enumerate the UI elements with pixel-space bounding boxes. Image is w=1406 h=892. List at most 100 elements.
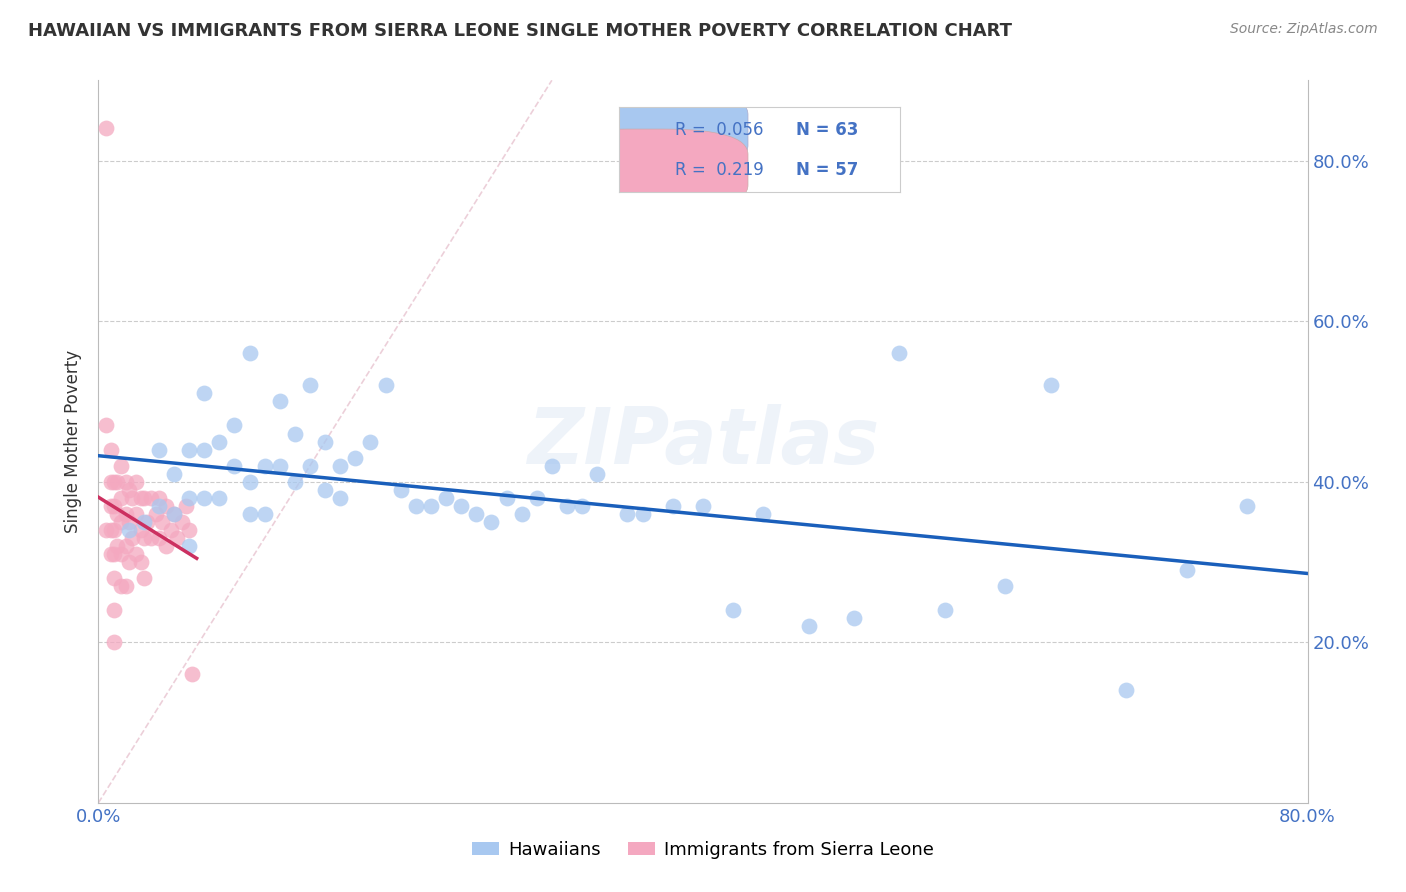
Text: ZIPatlas: ZIPatlas [527,403,879,480]
Point [181,667,204,681]
Point [103,523,125,537]
Point [121,491,143,505]
Point [179,442,201,457]
Point [344,450,367,465]
Point [103,571,125,585]
Legend: Hawaiians, Immigrants from Sierra Leone: Hawaiians, Immigrants from Sierra Leone [465,834,941,866]
Point [269,394,291,409]
Point [314,483,336,497]
Point [239,507,262,521]
Point [284,475,307,489]
FancyBboxPatch shape [543,129,748,211]
Point [405,499,427,513]
Point [179,491,201,505]
Point [253,458,276,473]
Point [170,515,193,529]
Text: N = 57: N = 57 [796,161,858,178]
Point [586,467,609,481]
Point [163,507,186,521]
Point [179,523,201,537]
Point [132,491,155,505]
Point [100,499,122,513]
Point [239,475,262,489]
Point [1115,683,1137,698]
Point [329,491,352,505]
Point [103,475,125,489]
Point [510,507,533,521]
Point [723,603,745,617]
Point [103,635,125,649]
Point [555,499,578,513]
Text: R =  0.219: R = 0.219 [675,161,763,178]
Point [129,523,152,537]
Point [163,507,186,521]
Point [284,426,307,441]
FancyBboxPatch shape [543,89,748,170]
Point [145,507,167,521]
Point [129,555,152,569]
Point [103,547,125,561]
Point [269,458,291,473]
Point [208,434,231,449]
Point [114,579,136,593]
Point [163,467,186,481]
Point [193,491,215,505]
Point [100,523,122,537]
Point [100,442,122,457]
Point [103,499,125,513]
Point [110,491,132,505]
Point [100,547,122,561]
Point [132,515,155,529]
Point [110,579,132,593]
Point [105,475,128,489]
Point [174,499,197,513]
Point [889,346,911,360]
Point [100,475,122,489]
Point [141,531,163,545]
Point [110,547,132,561]
Point [994,579,1017,593]
Point [314,434,336,449]
Point [1039,378,1062,392]
Point [224,418,246,433]
Point [434,491,457,505]
Point [94,418,117,433]
Point [1236,499,1258,513]
Point [540,458,562,473]
Point [526,491,548,505]
Point [661,499,683,513]
Point [465,507,488,521]
Point [299,458,322,473]
Y-axis label: Single Mother Poverty: Single Mother Poverty [65,350,83,533]
Text: Source: ZipAtlas.com: Source: ZipAtlas.com [1230,22,1378,37]
Point [239,346,262,360]
Point [752,507,775,521]
Text: R =  0.056: R = 0.056 [675,121,763,139]
Point [844,611,866,625]
Point [934,603,956,617]
Point [125,547,148,561]
Point [94,523,117,537]
Point [692,499,714,513]
Point [450,499,472,513]
Point [121,531,143,545]
Point [125,507,148,521]
Point [141,491,163,505]
Point [132,531,155,545]
Point [114,539,136,553]
Point [148,531,170,545]
Point [481,515,503,529]
Point [389,483,412,497]
Point [299,378,322,392]
Point [193,386,215,401]
Point [118,555,141,569]
Point [797,619,820,633]
Point [105,539,128,553]
Point [114,475,136,489]
Point [129,491,152,505]
Point [132,571,155,585]
Point [114,507,136,521]
Point [135,515,157,529]
Text: N = 63: N = 63 [796,121,858,139]
Point [103,603,125,617]
